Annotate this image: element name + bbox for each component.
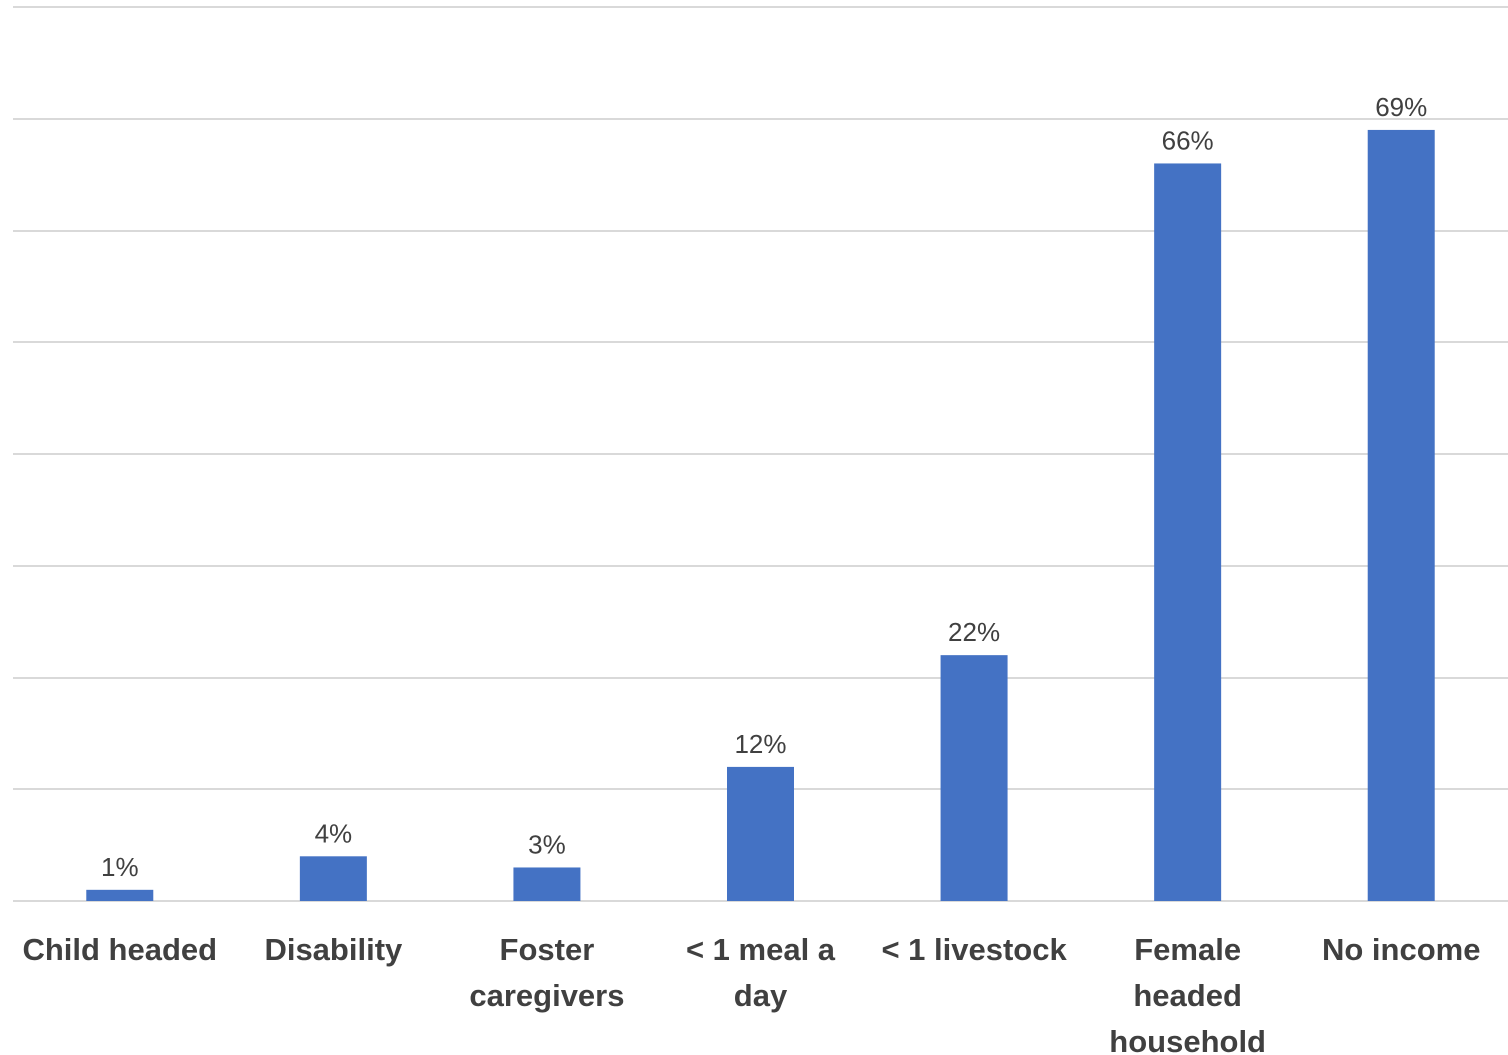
data-label: 4%	[315, 818, 353, 848]
bar	[299, 856, 367, 901]
category-label: No income	[1322, 932, 1480, 967]
bar	[1154, 163, 1222, 901]
data-label: 1%	[101, 852, 139, 882]
data-label: 22%	[948, 617, 1000, 647]
category-label: < 1 meal a day	[686, 932, 836, 1013]
bar	[513, 867, 581, 901]
category-labels: Child headed Disability Foster caregivers < …	[22, 932, 1480, 1055]
data-label: 3%	[528, 829, 566, 859]
bar	[940, 655, 1008, 901]
data-label: 69%	[1375, 92, 1427, 122]
category-label: Female headed household	[1109, 932, 1266, 1055]
gridlines	[13, 6, 1508, 902]
data-label: 12%	[734, 729, 786, 759]
category-label: Child headed	[22, 932, 217, 967]
category-label: Disability	[264, 932, 403, 967]
bar	[86, 889, 154, 901]
category-label: Foster caregivers	[469, 932, 624, 1013]
data-label: 66%	[1162, 125, 1214, 155]
bar	[727, 766, 794, 901]
data-labels: 1% 4% 3% 12% 22% 66% 69%	[101, 92, 1427, 882]
bar	[1367, 129, 1435, 902]
category-label: < 1 livestock	[881, 932, 1067, 967]
bars	[86, 129, 1435, 902]
